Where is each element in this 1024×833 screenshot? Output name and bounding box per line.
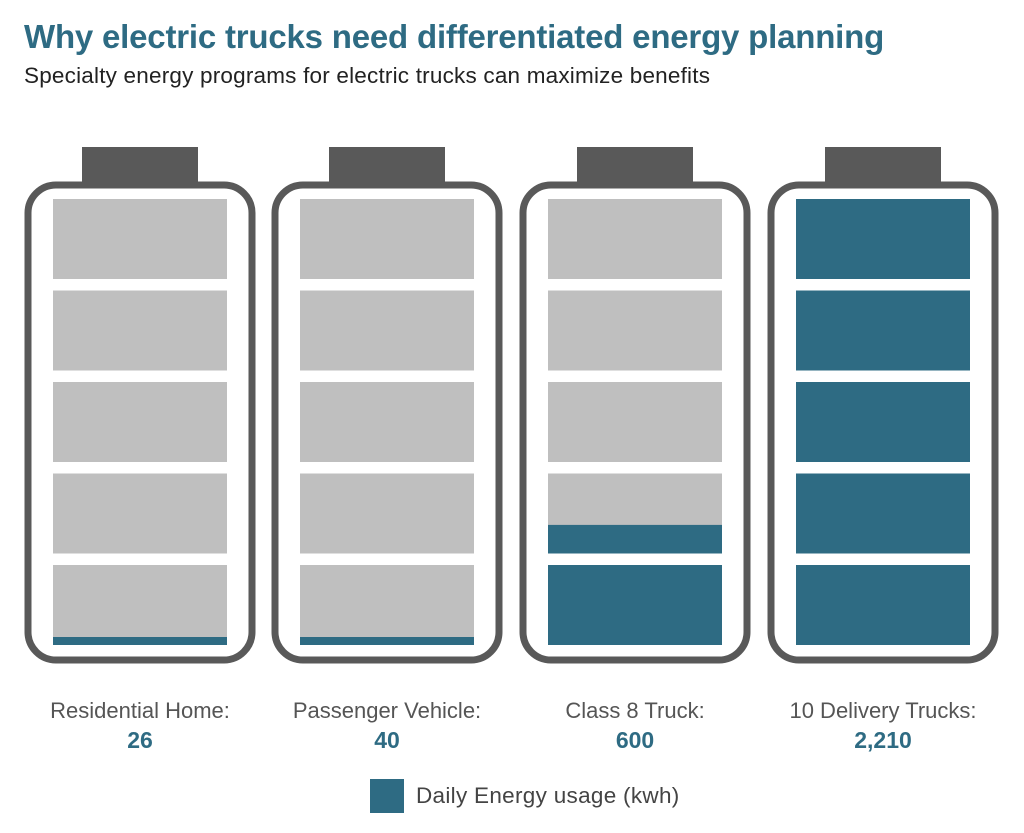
battery-cell <box>548 199 722 279</box>
category-label: Passenger Vehicle: <box>293 698 481 723</box>
value-label: 2,210 <box>854 727 912 753</box>
legend-label: Daily Energy usage (kwh) <box>416 783 680 808</box>
battery-cell <box>53 382 227 462</box>
battery-fill-bar <box>796 473 970 554</box>
battery-cell <box>53 565 227 645</box>
battery-cell <box>548 290 722 371</box>
battery-cell <box>300 290 474 371</box>
battery-fill-bar <box>300 637 474 645</box>
battery-4 <box>767 147 999 664</box>
chart-subtitle: Specialty energy programs for electric t… <box>24 63 711 88</box>
battery-cell <box>53 473 227 554</box>
battery-fill-bar <box>796 565 970 645</box>
value-label: 600 <box>616 727 654 753</box>
battery-cell <box>53 290 227 371</box>
legend: Daily Energy usage (kwh) <box>370 779 680 813</box>
battery-fill-bar <box>796 382 970 462</box>
battery-cell <box>300 199 474 279</box>
legend-swatch <box>370 779 404 813</box>
battery-2 <box>271 147 503 664</box>
battery-cell <box>300 382 474 462</box>
battery-fill-bar <box>548 565 722 645</box>
battery-fill-bar <box>548 524 722 554</box>
battery-cell <box>548 382 722 462</box>
battery-cell <box>53 199 227 279</box>
category-label: 10 Delivery Trucks: <box>789 698 976 723</box>
battery-cell <box>300 565 474 645</box>
battery-3 <box>519 147 751 664</box>
battery-fill-bar <box>796 290 970 371</box>
battery-cell <box>300 473 474 554</box>
chart-title: Why electric trucks need differentiated … <box>24 18 885 55</box>
value-label: 26 <box>127 727 153 753</box>
battery-fill-bar <box>796 199 970 279</box>
category-label: Residential Home: <box>50 698 230 723</box>
category-label: Class 8 Truck: <box>565 698 704 723</box>
battery-1 <box>24 147 256 664</box>
battery-fill-bar <box>53 637 227 645</box>
value-label: 40 <box>374 727 400 753</box>
